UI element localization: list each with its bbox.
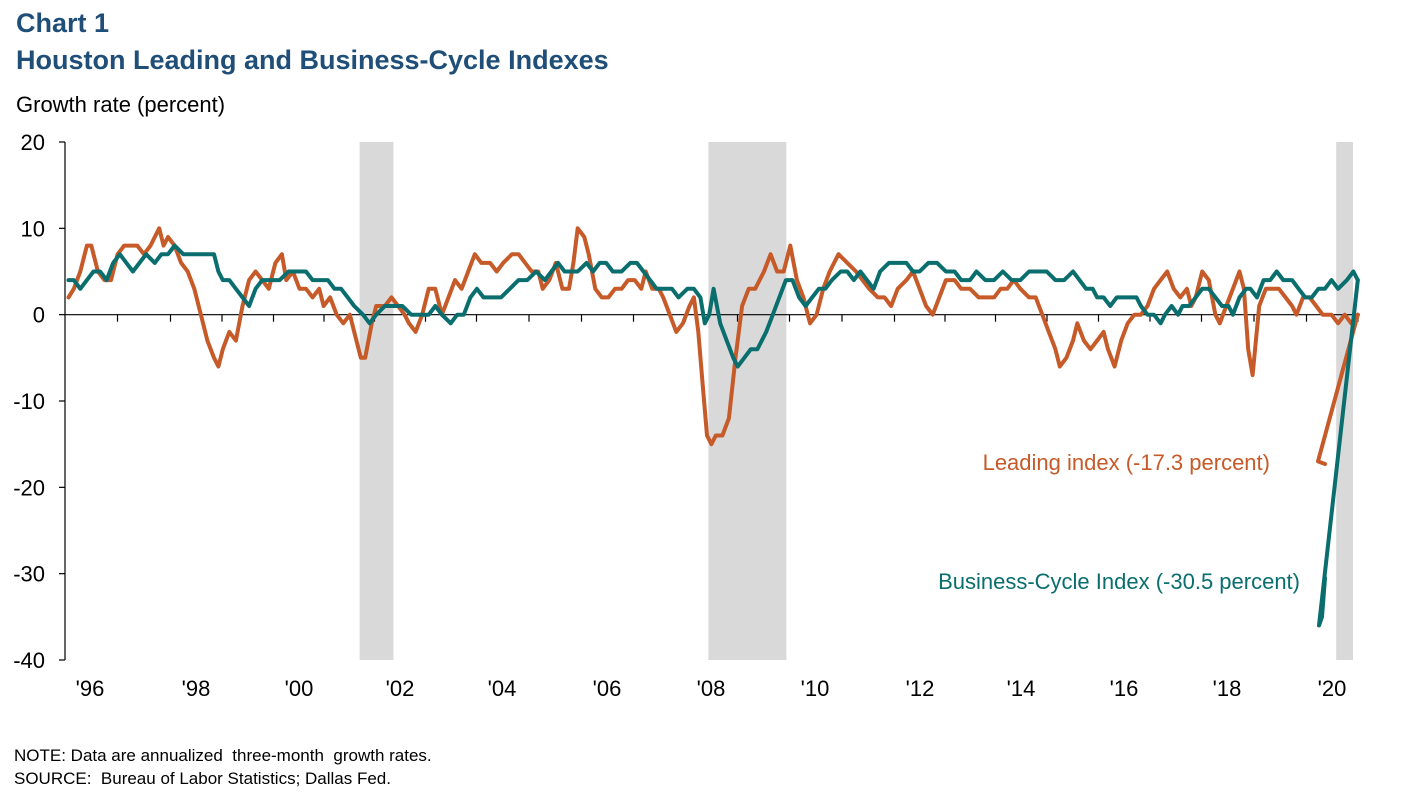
y-tick-label: -40 [13,648,45,673]
axes [59,141,1360,661]
x-tick-label: '04 [488,676,517,701]
chart-notes: NOTE: Data are annualized three-month gr… [14,744,432,790]
y-axis-label: Growth rate (percent) [16,92,226,117]
y-tick-label: 0 [33,303,45,328]
y-tick-label: -20 [13,475,45,500]
line-chart: 20 10 0 -10 -20 -30 -40 '96 '98 '00 '02 '04 '06 '08 '1… [13,130,1360,701]
x-tick-label: '08 [697,676,726,701]
chart-number: Chart 1 [16,8,110,38]
leading-index-line [1316,312,1360,466]
leading-index-annotation: Leading index (-17.3 percent) [983,450,1270,475]
x-tick-label: '18 [1213,676,1242,701]
x-tick-label: '10 [801,676,830,701]
source-text: SOURCE: Bureau of Labor Statistics; Dall… [14,769,391,788]
y-tick-label: -10 [13,389,45,414]
x-tick-label: '00 [285,676,314,701]
x-tick-label: '96 [76,676,105,701]
recession-band [359,142,394,660]
business-cycle-index-line [1317,278,1360,628]
x-tick-label: '12 [906,676,935,701]
y-tick-label: 10 [21,216,45,241]
x-tick-label: '20 [1318,676,1347,701]
recession-bands [359,142,1353,660]
business-cycle-index-annotation: Business-Cycle Index (-30.5 percent) [938,569,1300,594]
x-tick-label: '14 [1007,676,1036,701]
recession-band [708,142,787,660]
series-annotations: Leading index (-17.3 percent) Business-Cy… [938,450,1300,594]
tick-labels: 20 10 0 -10 -20 -30 -40 '96 '98 '00 '02 '04 '06 '08 '1… [13,130,1346,701]
business-cycle-index-line [66,243,1360,369]
x-tick-label: '16 [1110,676,1139,701]
x-tick-label: '06 [593,676,622,701]
y-tick-label: 20 [21,130,45,155]
leading-index-line [66,226,1360,447]
note-text: NOTE: Data are annualized three-month gr… [14,746,432,765]
x-tick-label: '02 [386,676,415,701]
x-tick-label: '98 [182,676,211,701]
chart-title: Houston Leading and Business-Cycle Index… [16,45,609,75]
y-tick-label: -30 [13,562,45,587]
series-lines [66,226,1360,628]
